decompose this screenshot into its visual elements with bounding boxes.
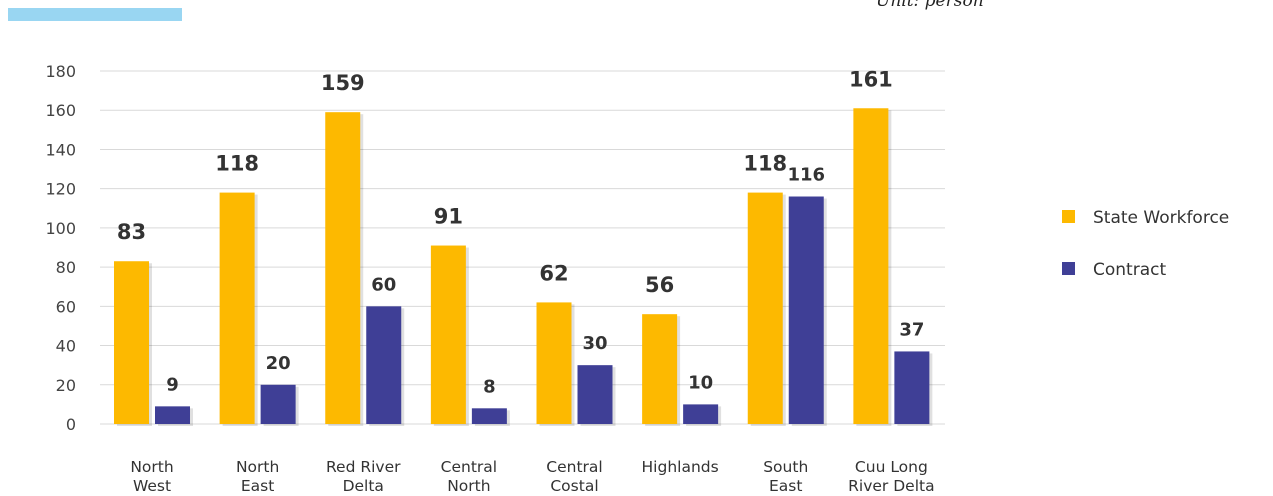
bar-contract xyxy=(366,306,402,424)
bar-contract xyxy=(260,384,296,424)
data-label: 60 xyxy=(371,274,396,295)
legend-entry: Contract xyxy=(1093,260,1166,280)
category-label: Delta xyxy=(343,477,384,495)
category-label: Central xyxy=(546,458,602,476)
legend-entry: State Workforce xyxy=(1093,208,1229,228)
y-tick-label: 20 xyxy=(56,376,76,395)
bar-contract xyxy=(788,196,824,424)
legend: State Workforce Contract xyxy=(1062,208,1229,280)
category-label: River Delta xyxy=(848,477,934,495)
data-label: 118 xyxy=(743,152,787,176)
data-label: 83 xyxy=(117,220,146,244)
y-axis: 0 20 40 60 80 100 120 140 160 180 xyxy=(45,62,76,434)
data-label: 116 xyxy=(787,165,825,186)
accent-bar xyxy=(8,8,182,21)
bar-state-workforce xyxy=(430,245,466,424)
data-label: 118 xyxy=(215,152,259,176)
data-label: 20 xyxy=(266,353,291,374)
bar-state-workforce xyxy=(536,302,572,424)
category-label: North xyxy=(130,458,173,476)
bar-state-workforce xyxy=(642,314,678,424)
bar-contract xyxy=(577,365,613,424)
unit-label: Unit: person xyxy=(876,0,984,11)
y-tick-label: 60 xyxy=(56,297,76,316)
category-label: East xyxy=(241,477,274,495)
y-tick-label: 100 xyxy=(45,219,76,238)
bar-state-workforce xyxy=(219,192,255,424)
data-label: 9 xyxy=(166,374,179,395)
y-tick-label: 80 xyxy=(56,258,76,277)
legend-swatch xyxy=(1062,262,1075,275)
data-label: 161 xyxy=(849,67,893,91)
y-tick-label: 0 xyxy=(66,415,76,434)
bar-state-workforce xyxy=(325,112,361,424)
category-label: Red River xyxy=(326,458,401,476)
bar-contract xyxy=(683,404,719,424)
data-label: 159 xyxy=(321,71,365,95)
category-label: South xyxy=(763,458,808,476)
bars xyxy=(114,108,933,426)
data-label: 10 xyxy=(688,372,713,393)
data-label: 8 xyxy=(483,376,496,397)
data-label: 62 xyxy=(539,261,568,285)
category-label: Costal xyxy=(550,477,598,495)
bar-state-workforce xyxy=(747,192,783,424)
bar-contract xyxy=(155,406,190,424)
category-label: Central xyxy=(441,458,497,476)
y-tick-label: 40 xyxy=(56,337,76,356)
data-label: 91 xyxy=(434,205,463,229)
data-label: 30 xyxy=(582,333,607,354)
data-label: 56 xyxy=(645,273,674,297)
category-label: North xyxy=(447,477,490,495)
bar-contract xyxy=(471,408,507,424)
category-label: West xyxy=(133,477,171,495)
y-tick-label: 140 xyxy=(45,140,76,159)
y-tick-label: 160 xyxy=(45,101,76,120)
data-label: 37 xyxy=(899,319,924,340)
category-label: East xyxy=(769,477,802,495)
bar-state-workforce xyxy=(114,261,149,424)
category-label: Highlands xyxy=(642,458,719,476)
category-label: Cuu Long xyxy=(855,458,928,476)
y-tick-label: 120 xyxy=(45,180,76,199)
bar-state-workforce xyxy=(853,108,889,424)
legend-swatch xyxy=(1062,210,1075,223)
bar-contract xyxy=(894,351,930,424)
y-tick-label: 180 xyxy=(45,62,76,81)
category-label: North xyxy=(236,458,279,476)
